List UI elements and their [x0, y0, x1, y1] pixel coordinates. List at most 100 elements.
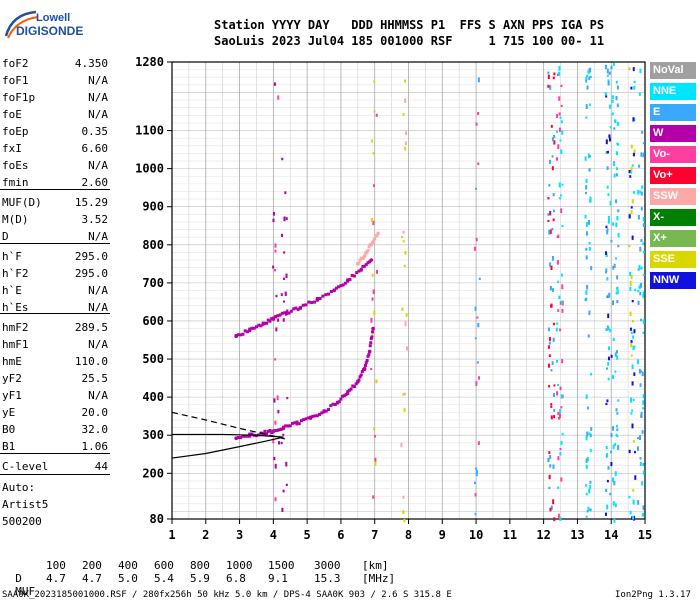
echo-noise-point	[552, 464, 555, 469]
echo-noise-point	[548, 486, 551, 490]
echo-trace-point	[349, 387, 353, 391]
echo-noise-point	[588, 246, 591, 251]
echo-noise-point	[612, 300, 615, 306]
echo-noise-point	[585, 231, 588, 236]
echo-noise-point	[640, 370, 643, 373]
echo-noise-point	[475, 122, 478, 126]
echo-noise-point	[604, 92, 607, 96]
echo-noise-point	[613, 127, 616, 130]
echo-noise-point	[403, 392, 406, 396]
digisonde-logo	[2, 8, 112, 42]
echo-noise-point	[586, 431, 589, 437]
param-name: hmE	[2, 355, 22, 368]
distance-value: 100	[46, 559, 66, 572]
echo-noise-point	[587, 70, 590, 74]
echo-noise-point	[639, 462, 642, 466]
echo-noise-point	[473, 481, 476, 485]
echo-trace-point	[350, 273, 354, 277]
echo-noise-point	[640, 282, 643, 288]
echo-noise-point	[614, 503, 617, 508]
echo-data-point	[315, 298, 320, 302]
echo-noise-point	[558, 71, 561, 76]
auto-artist: Artist5	[2, 498, 49, 511]
echo-noise-point	[615, 173, 618, 177]
echo-noise-point	[549, 507, 552, 512]
echo-noise-point	[642, 142, 645, 145]
echo-trace-point	[311, 414, 315, 418]
y-tick-label: 80	[150, 512, 164, 526]
echo-trace-point	[266, 429, 270, 433]
echo-noise-point	[586, 456, 589, 462]
echo-noise-point	[605, 328, 608, 332]
param-name: hmF1	[2, 338, 29, 351]
echo-noise-point	[607, 219, 610, 224]
echo-noise-point	[630, 210, 633, 214]
echo-noise-point	[611, 375, 614, 380]
echo-noise-point	[632, 515, 635, 520]
param-value: 25.5	[81, 372, 109, 385]
echo-noise-point	[630, 274, 633, 280]
echo-noise-point	[629, 510, 632, 515]
echo-noise-point	[587, 153, 590, 159]
echo-noise-point	[632, 335, 635, 339]
echo-noise-point	[589, 103, 592, 106]
echo-trace-point	[312, 300, 316, 304]
header-line-1: Station YYYY DAY DDD HHMMSS P1 FFS S AXN…	[214, 18, 605, 32]
echo-noise-point	[631, 409, 634, 412]
echo-noise-point	[606, 185, 609, 189]
echo-trace-point	[243, 329, 247, 333]
echo-trace-point	[357, 378, 361, 382]
echo-noise-point	[611, 99, 614, 103]
echo-noise-point	[588, 76, 591, 81]
echo-noise-point	[616, 85, 619, 90]
y-tick-label: 600	[142, 314, 164, 328]
echo-noise-point	[374, 460, 377, 466]
echo-noise-point	[552, 193, 555, 197]
echo-noise-point	[559, 328, 562, 332]
echo-noise-point	[642, 407, 645, 410]
echo-noise-point	[556, 322, 559, 325]
muf-value: 5.9	[190, 572, 210, 585]
echo-noise-point	[628, 169, 631, 174]
param-value: N/A	[88, 91, 108, 104]
echo-noise-point	[606, 68, 609, 74]
echo-noise-point	[640, 318, 643, 322]
echo-noise-point	[547, 84, 550, 88]
echo-trace-point	[341, 283, 345, 287]
echo-noise-point	[585, 79, 588, 83]
echo-noise-point	[372, 289, 375, 295]
echo-noise-point	[405, 313, 408, 317]
echo-noise-point	[553, 517, 556, 522]
echo-noise-point	[607, 193, 610, 196]
x-tick-label: 15	[638, 528, 652, 542]
y-tick-label: 1100	[135, 124, 164, 138]
echo-noise-point	[373, 310, 376, 316]
echo-noise-point	[616, 275, 619, 280]
echo-noise-point	[632, 440, 635, 443]
y-tick-label: 200	[142, 466, 164, 480]
echo-trace-point	[347, 388, 351, 392]
echo-noise-point	[636, 437, 639, 440]
echo-noise-point	[641, 430, 644, 434]
echo-noise-point	[585, 178, 588, 183]
muf-value: 6.8	[226, 572, 246, 585]
x-tick-label: 4	[270, 528, 277, 542]
echo-data-point	[356, 262, 360, 266]
param-value: 110.0	[74, 355, 108, 368]
echo-trace-point	[254, 325, 258, 329]
echo-trace-point	[366, 248, 370, 252]
echo-noise-point	[370, 217, 373, 222]
panel-divider	[0, 313, 110, 314]
echo-trace-point	[259, 324, 263, 328]
echo-noise-point	[642, 331, 645, 335]
echo-noise-point	[604, 512, 607, 516]
echo-noise-point	[272, 438, 275, 444]
echo-trace-point	[367, 353, 371, 357]
echo-trace-point	[341, 394, 345, 398]
echo-noise-point	[559, 197, 562, 200]
legend-item-vominus: Vo-	[650, 146, 696, 163]
ionogram-chart: 1 2 3 4 5 6 7 8 9 10 11 12 13 14 158020030040050060070…	[135, 55, 652, 542]
echo-noise-point	[559, 139, 562, 142]
echo-noise-point	[285, 461, 288, 467]
echo-noise-point	[549, 85, 552, 90]
